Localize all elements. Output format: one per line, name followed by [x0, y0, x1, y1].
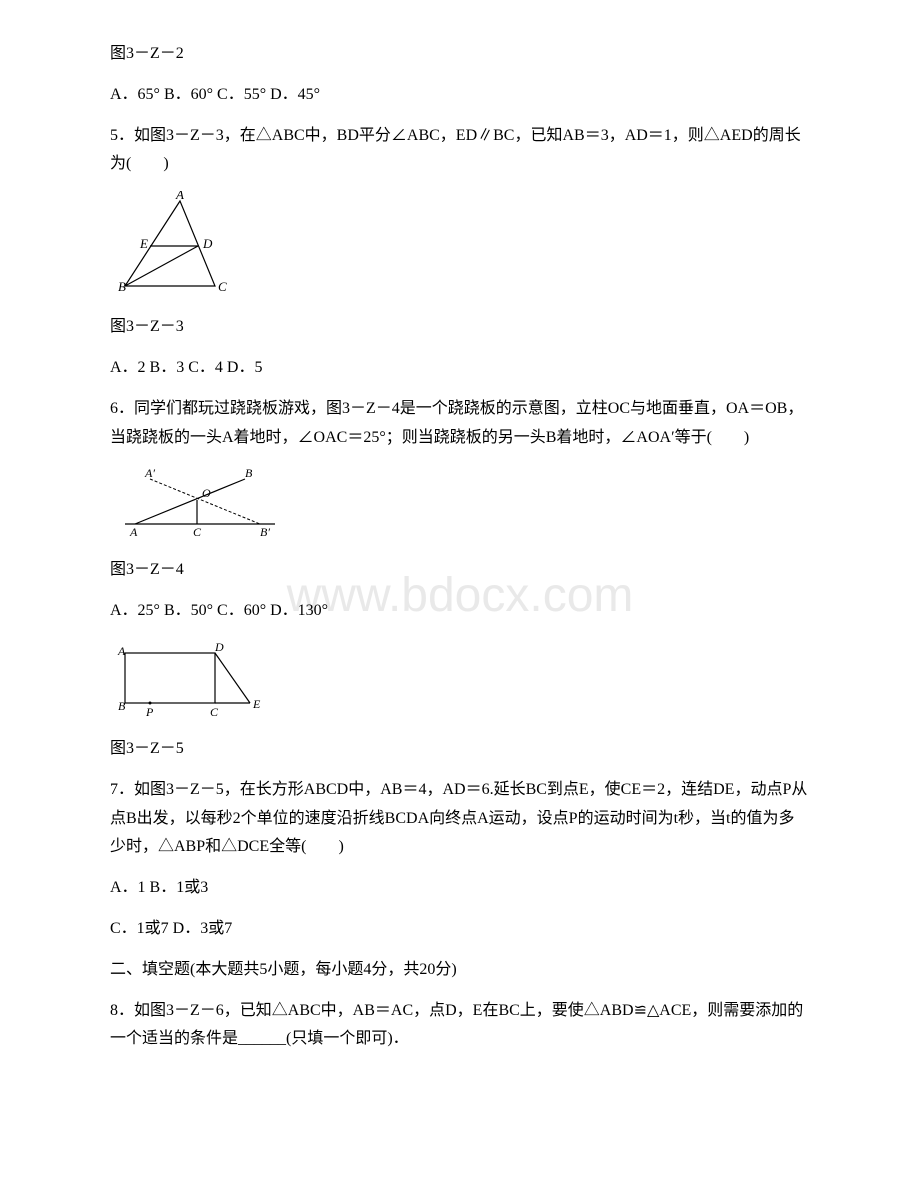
q6-text: 6．同学们都玩过跷跷板游戏，图3－Z－4是一个跷跷板的示意图，立柱OC与地面垂直…	[110, 395, 810, 453]
svg-text:D: D	[202, 236, 213, 251]
q7-options-line1: A．1 B．1或3	[110, 874, 810, 903]
svg-text:B′: B′	[260, 525, 270, 539]
svg-text:B: B	[118, 279, 126, 294]
q5-figure: A B C D E	[110, 191, 810, 301]
svg-text:A: A	[117, 644, 126, 658]
svg-text:A: A	[175, 191, 184, 202]
q5-figure-label: 图3－Z－3	[110, 313, 810, 342]
q5-text: 5．如图3－Z－3，在△ABC中，BD平分∠ABC，ED∥BC，已知AB＝3，A…	[110, 122, 810, 180]
q6-figure: A C B′ A′ B O	[110, 464, 810, 544]
q7-text: 7．如图3－Z－5，在长方形ABCD中，AB＝4，AD＝6.延长BC到点E，使C…	[110, 776, 810, 862]
svg-text:B: B	[245, 466, 253, 480]
q5-options: A．2 B．3 C．4 D．5	[110, 354, 810, 383]
svg-text:E: E	[252, 697, 261, 711]
q7-figure: A D B C E P	[110, 638, 810, 723]
q7-options-line2: C．1或7 D．3或7	[110, 915, 810, 944]
svg-text:D: D	[214, 640, 224, 654]
q7-pre-figure-label: 图3－Z－5	[110, 735, 810, 764]
q8-text: 8．如图3－Z－6，已知△ABC中，AB＝AC，点D，E在BC上，要使△ABD≌…	[110, 997, 810, 1055]
svg-text:C: C	[218, 279, 227, 294]
svg-text:C: C	[193, 525, 202, 539]
svg-text:B: B	[118, 699, 126, 713]
q4-figure-label: 图3－Z－2	[110, 40, 810, 69]
svg-text:C: C	[210, 705, 219, 719]
q6-figure-label: 图3－Z－4	[110, 556, 810, 585]
svg-text:A: A	[129, 525, 138, 539]
svg-text:E: E	[139, 236, 148, 251]
q4-options: A．65° B．60° C．55° D．45°	[110, 81, 810, 110]
section2-heading: 二、填空题(本大题共5小题，每小题4分，共20分)	[110, 956, 810, 985]
svg-text:O: O	[202, 486, 211, 500]
svg-text:A′: A′	[144, 466, 155, 480]
svg-text:P: P	[145, 705, 154, 719]
q6-options: A．25° B．50° C．60° D．130°	[110, 597, 810, 626]
